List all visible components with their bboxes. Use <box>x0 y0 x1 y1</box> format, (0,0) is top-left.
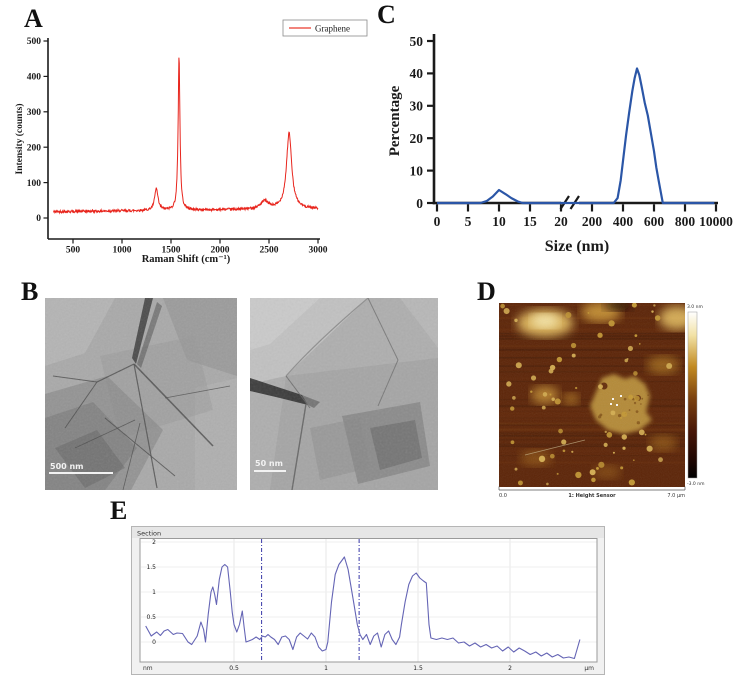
size-y-axis-title: Percentage <box>387 85 403 156</box>
raman-curve <box>53 57 319 215</box>
size-distribution-chart: 0 5 10 15 20 200 400 600 800 10000 0 10 20 30 40 50 Siz… <box>387 34 734 255</box>
section-tick-group: 2 1.5 1 0.5 0 0.5 1 1.5 2 <box>146 539 512 672</box>
afm-panel: 3.0 nm -3.0 nm 0.0 1: Height Sensor 7.0 … <box>498 303 704 499</box>
raman-spectrum-line <box>53 57 319 215</box>
raman-x-tick-label: 500 <box>66 246 81 256</box>
raman-y-tick-label: 200 <box>27 143 42 153</box>
section-profile-panel: Section 2 1.5 1 0.5 0 0.5 1 1.5 2 nm μm <box>131 526 605 675</box>
raman-y-tick-label: 100 <box>27 179 42 189</box>
tem-left-content <box>45 298 237 490</box>
raman-axes <box>47 38 320 240</box>
afm-colorbar <box>687 311 698 479</box>
section-gridlines <box>141 539 597 662</box>
afm-colorbar-min-label: -3.0 nm <box>687 481 704 487</box>
raman-x-tick-label: 2500 <box>260 246 279 256</box>
section-x-tick-label: 0.5 <box>229 665 239 672</box>
size-x-tick-label: 600 <box>644 214 665 229</box>
section-profile-line <box>145 556 581 660</box>
section-y-tick-label: 1.5 <box>146 564 156 571</box>
section-cursor-markers <box>261 539 360 662</box>
raman-y-tick-label: 500 <box>27 37 42 47</box>
size-x-tick-label: 15 <box>523 214 537 229</box>
raman-legend: Graphene <box>282 19 368 37</box>
afm-colorbar-max-label: 3.0 nm <box>687 304 703 310</box>
section-curve <box>145 556 581 660</box>
size-x-tick-label: 800 <box>675 214 696 229</box>
section-y-tick-label: 0 <box>152 639 156 646</box>
afm-ruler-right-label: 7.0 μm <box>667 493 685 499</box>
section-x-tick-label: 2 <box>508 665 512 672</box>
section-title: Section <box>137 530 161 538</box>
size-axes <box>432 34 718 210</box>
size-x-tick-label: 400 <box>613 214 634 229</box>
raman-chart: 500 1000 1500 2000 2500 3000 0 100 200 300 400500 … <box>14 19 368 265</box>
raman-x-tick-label: 2000 <box>211 246 230 256</box>
section-y-unit: nm <box>143 665 153 672</box>
size-curve <box>437 67 715 205</box>
size-y-tick-label: 0 <box>416 196 423 211</box>
size-y-tick-label: 10 <box>410 163 424 178</box>
raman-y-axis-title: Intensity (counts) <box>14 104 25 175</box>
size-x-tick-label: 10 <box>492 214 506 229</box>
panel-d-label: D <box>477 277 496 306</box>
size-y-tick-label: 50 <box>410 34 424 49</box>
raman-x-axis-title: Raman Shift (cm⁻¹) <box>142 254 231 265</box>
section-y-tick-label: 1 <box>152 589 156 596</box>
panel-e-label: E <box>110 496 128 525</box>
panel-a-label: A <box>24 4 43 33</box>
raman-x-tick-label: 1500 <box>162 246 181 256</box>
section-titlebar <box>132 527 604 538</box>
raman-y-tick-label: 400 <box>27 73 42 83</box>
size-tick-group: 0 5 10 15 20 200 400 600 800 10000 0 10 20 30 40 50 <box>410 34 734 229</box>
tem-left-scalebar <box>49 472 113 474</box>
raman-y-tick-label: 0 <box>36 214 41 224</box>
section-y-tick-label: 2 <box>152 539 156 546</box>
size-y-tick-label: 20 <box>410 131 424 146</box>
size-y-tick-label: 40 <box>410 66 424 81</box>
raman-x-tick-label: 1000 <box>113 246 132 256</box>
tem-right-scalebar <box>254 470 286 472</box>
raman-legend-label: Graphene <box>315 24 350 34</box>
afm-height-image <box>499 303 685 487</box>
tem-right-content <box>250 298 438 490</box>
tem-image-left: 500 nm <box>45 298 237 490</box>
tem-image-right: 50 nm <box>250 298 438 490</box>
tem-right-scalebar-label: 50 nm <box>255 459 283 468</box>
size-x-tick-label: 0 <box>434 214 441 229</box>
section-y-tick-label: 0.5 <box>146 614 156 621</box>
afm-ruler <box>498 486 686 491</box>
size-distribution-line <box>437 67 715 205</box>
tem-left-scalebar-label: 500 nm <box>50 462 84 471</box>
section-x-unit: μm <box>584 665 594 672</box>
raman-tick-group: 500 1000 1500 2000 2500 3000 0 100 200 300 400 500 <box>27 37 328 255</box>
size-x-axis-title: Size (nm) <box>545 238 609 255</box>
size-x-tick-label: 5 <box>465 214 472 229</box>
section-x-tick-label: 1 <box>324 665 328 672</box>
section-plot-area <box>139 538 598 663</box>
panel-b-label: B <box>21 277 39 306</box>
size-x-tick-label: 10000 <box>699 214 733 229</box>
raman-x-tick-label: 3000 <box>309 246 328 256</box>
panel-c-label: C <box>377 0 396 29</box>
size-x-tick-label: 200 <box>582 214 603 229</box>
afm-ruler-left-label: 0.0 <box>499 493 507 499</box>
section-x-tick-label: 1.5 <box>413 665 423 672</box>
size-y-tick-label: 30 <box>410 99 424 114</box>
afm-sensor-label: 1: Height Sensor <box>568 493 616 499</box>
raman-y-tick-label: 300 <box>27 108 42 118</box>
size-x-tick-label: 20 <box>554 214 568 229</box>
